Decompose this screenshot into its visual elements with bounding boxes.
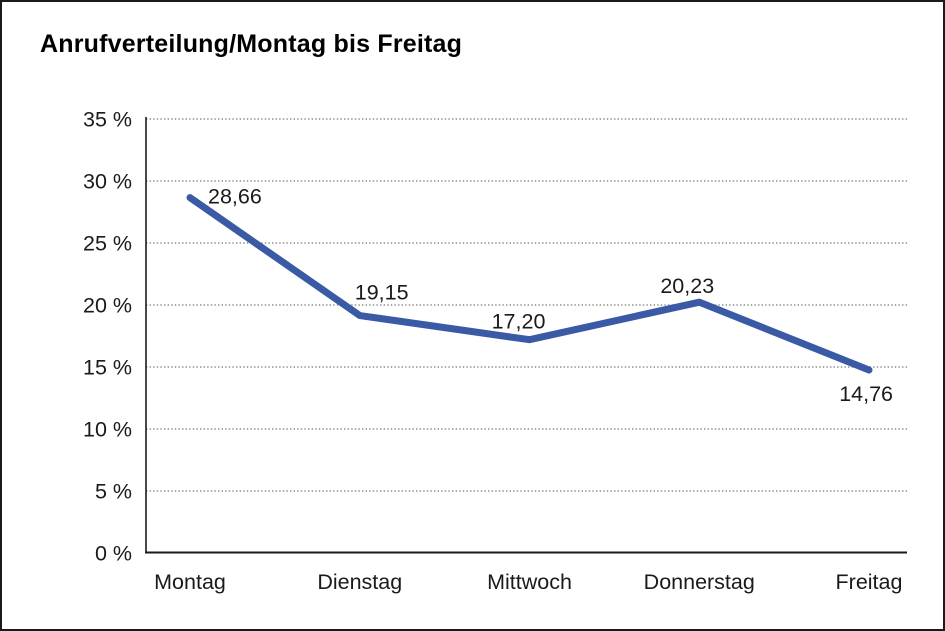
x-tick-label: Dienstag <box>317 570 402 594</box>
y-tick-label: 20 % <box>83 294 132 318</box>
y-tick-label: 30 % <box>83 170 132 194</box>
x-tick-label: Montag <box>154 570 226 594</box>
x-tick-label: Freitag <box>836 570 903 594</box>
data-label: 28,66 <box>208 185 262 209</box>
data-label: 20,23 <box>660 274 714 298</box>
data-label: 17,20 <box>492 310 546 334</box>
series-line <box>186 194 873 374</box>
x-tick-label: Mittwoch <box>487 570 572 594</box>
chart-title: Anrufverteilung/Montag bis Freitag <box>40 30 463 58</box>
data-label: 14,76 <box>839 382 893 406</box>
x-tick-label: Donnerstag <box>644 570 755 594</box>
y-tick-label: 0 % <box>95 542 132 566</box>
y-tick-label: 25 % <box>83 232 132 256</box>
y-tick-label: 35 % <box>83 108 132 132</box>
data-label: 19,15 <box>355 281 409 305</box>
y-tick-label: 5 % <box>95 480 132 504</box>
y-tick-label: 15 % <box>83 356 132 380</box>
y-tick-label: 10 % <box>83 418 132 442</box>
